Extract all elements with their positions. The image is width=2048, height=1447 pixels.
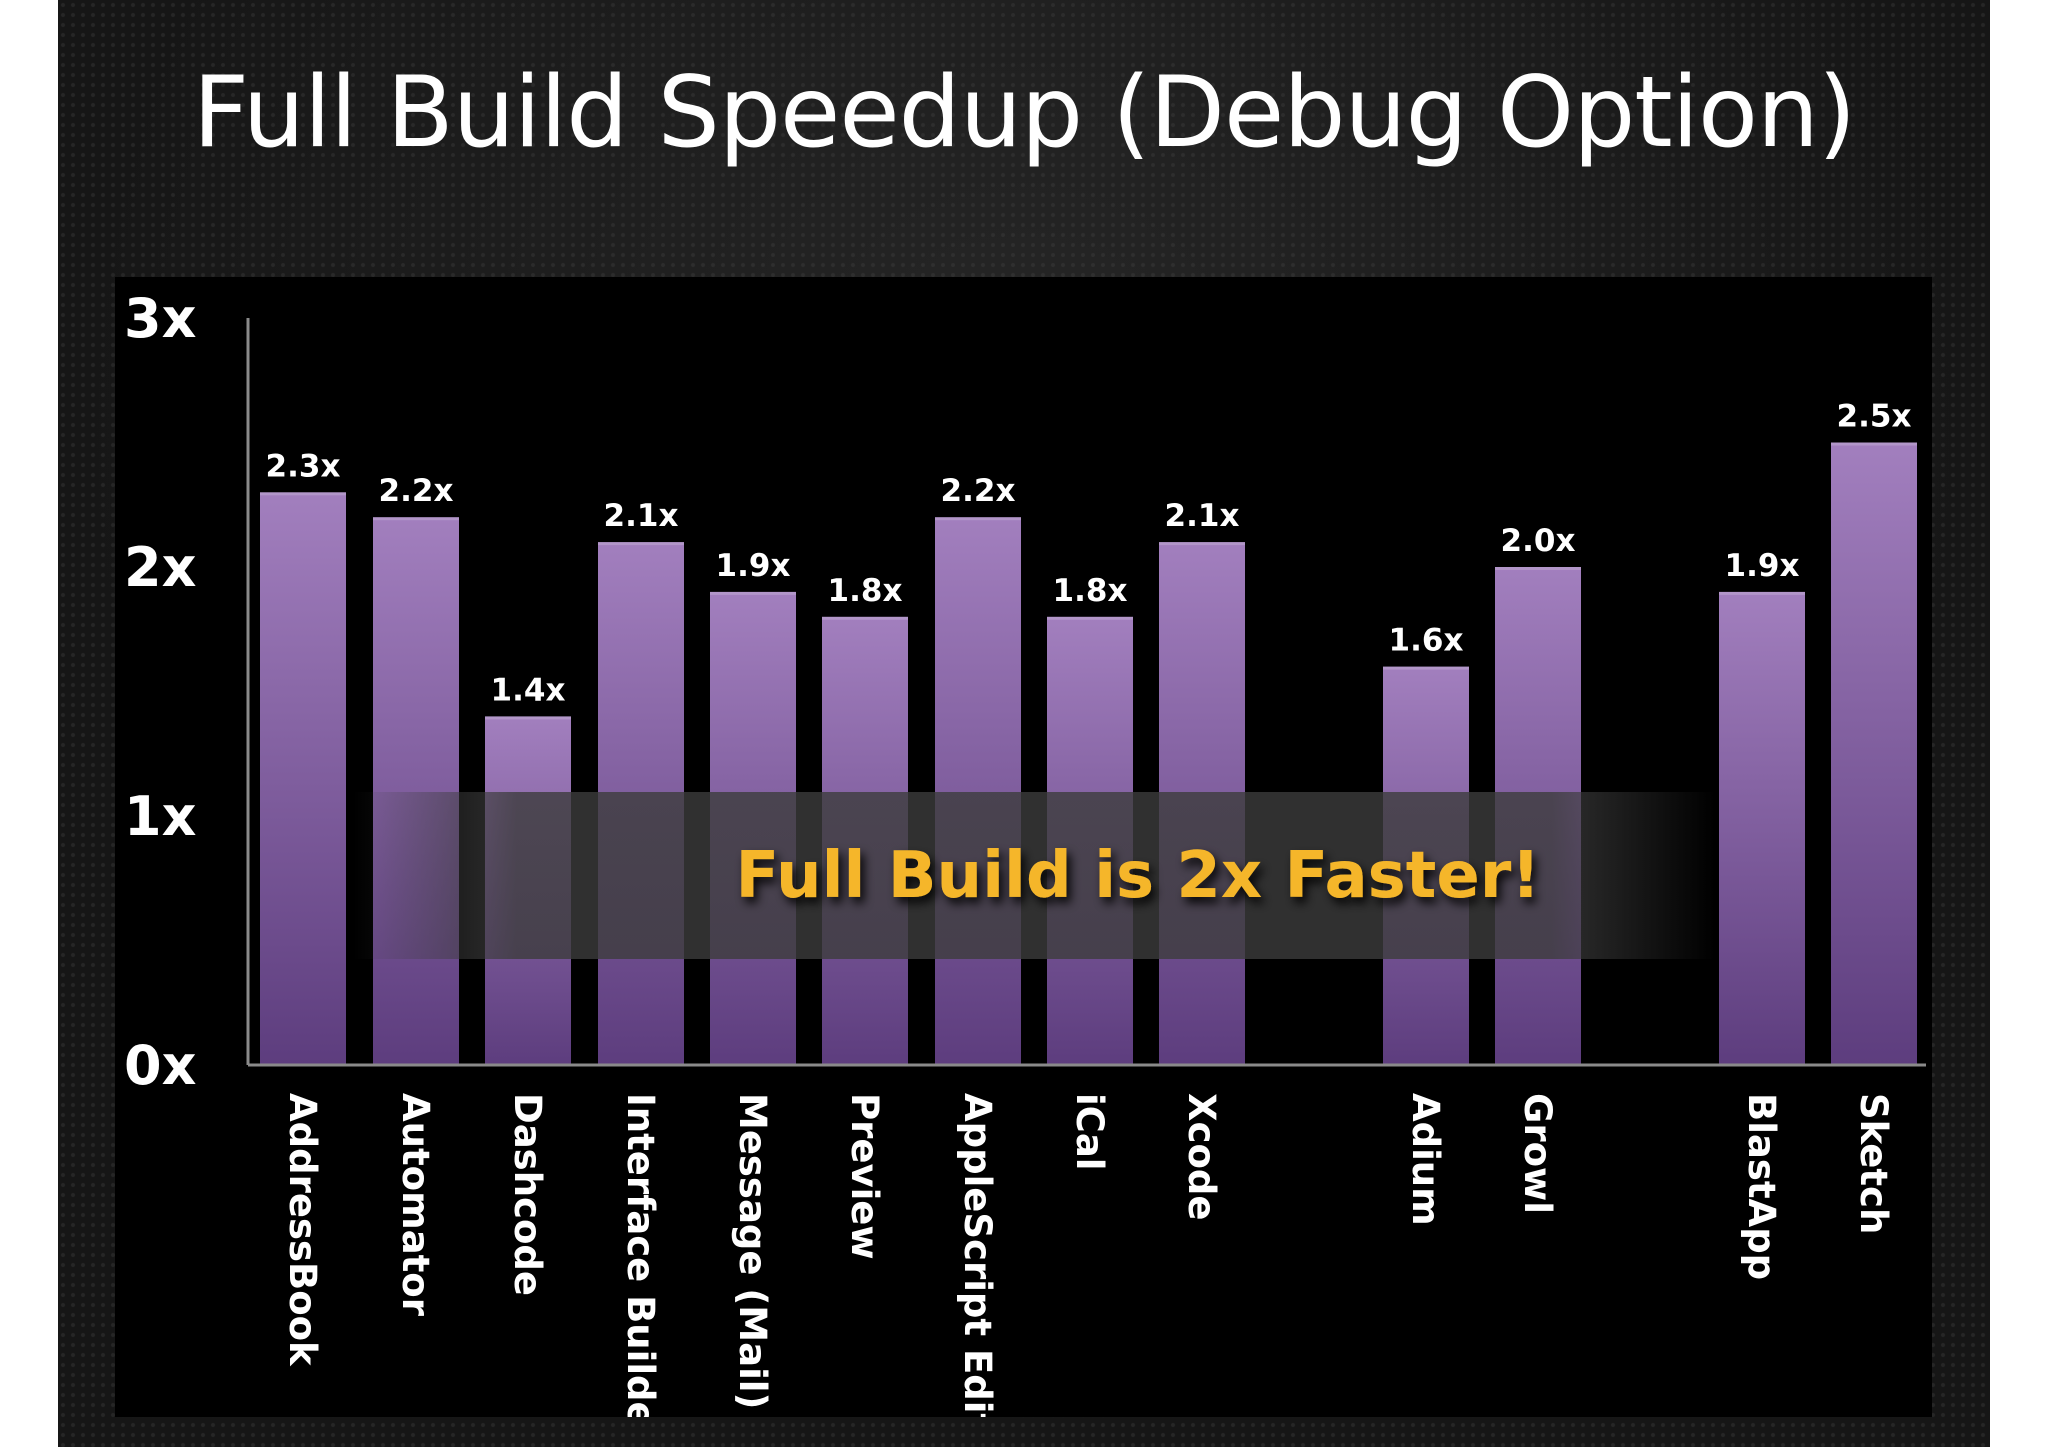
bar-highlight <box>1719 591 1805 595</box>
bar-value-label: 2.0x <box>1501 523 1576 559</box>
bar-value-label: 2.2x <box>379 473 454 509</box>
bar <box>260 492 346 1065</box>
y-tick-label: 3x <box>124 287 197 350</box>
bar-highlight <box>1495 567 1581 570</box>
bar-highlight <box>1159 542 1245 546</box>
bar-value-label: 1.9x <box>1725 548 1800 584</box>
bar <box>935 517 1021 1065</box>
bar-value-label: 2.5x <box>1837 399 1912 435</box>
bar-value-label: 1.4x <box>491 672 566 708</box>
bar <box>373 517 459 1065</box>
bar-highlight <box>373 517 459 521</box>
bar-highlight <box>598 542 684 546</box>
bar-highlight <box>935 517 1021 521</box>
bar-value-label: 2.3x <box>266 448 341 484</box>
bar-value-label: 1.8x <box>828 573 903 609</box>
y-tick-label: 1x <box>124 785 197 848</box>
bar-value-label: 2.1x <box>604 498 679 534</box>
category-label: Message (Mail) <box>731 1093 774 1409</box>
bars <box>260 442 1917 1065</box>
slide-title: Full Build Speedup (Debug Option) <box>192 56 1857 170</box>
category-label: Sketch <box>1852 1093 1895 1234</box>
category-label: Xcode <box>1180 1093 1223 1220</box>
category-label: AppleScript Edit <box>956 1093 999 1417</box>
bar-highlight <box>485 716 571 720</box>
chart-panel: 0x 1x 2x 3x 2.3x 2.2x 1.4x 2.1x 1.9x 1.8x 2.2x 1.8… <box>115 277 1932 1417</box>
y-tick-label: 0x <box>124 1034 197 1097</box>
category-label: Preview <box>843 1093 886 1260</box>
value-labels: 2.3x 2.2x 1.4x 2.1x 1.9x 1.8x 2.2x 1.8x 2.1x 1.6x… <box>266 399 1912 709</box>
bar-highlight <box>1047 616 1133 620</box>
callout-band <box>353 792 1715 959</box>
category-label: iCal <box>1068 1093 1111 1171</box>
category-label: Dashcode <box>506 1093 549 1296</box>
bar-value-label: 1.9x <box>716 548 791 584</box>
y-tick-label: 2x <box>124 536 197 599</box>
bar-highlight <box>1383 666 1469 670</box>
y-axis: 0x 1x 2x 3x <box>124 287 250 1097</box>
slide: Full Build Speedup (Debug Option) 0x 1x 2x… <box>58 0 1990 1447</box>
bar-value-label: 1.6x <box>1389 623 1464 659</box>
bar-highlight <box>710 591 796 595</box>
x-axis: AddressBook Automator Dashcode Interface Bu… <box>248 1063 1926 1417</box>
bar-highlight <box>1831 442 1917 446</box>
category-label: Automator <box>394 1093 437 1317</box>
bar <box>1831 442 1917 1065</box>
bar-chart: 0x 1x 2x 3x 2.3x 2.2x 1.4x 2.1x 1.9x 1.8x 2.2x 1.8… <box>124 287 1926 1417</box>
bar-value-label: 1.8x <box>1053 573 1128 609</box>
category-label: Growl <box>1516 1093 1559 1214</box>
callout: Full Build is 2x Faster! <box>353 792 1715 959</box>
category-label: Interface Builder <box>619 1093 662 1417</box>
bar-value-label: 2.1x <box>1165 498 1240 534</box>
category-label: BlastApp <box>1740 1093 1783 1280</box>
callout-text: Full Build is 2x Faster! <box>736 839 1541 913</box>
bar-value-label: 2.2x <box>941 473 1016 509</box>
bar <box>1719 591 1805 1065</box>
category-label: AddressBook <box>281 1093 324 1367</box>
bar-highlight <box>822 616 908 620</box>
bar-highlight <box>260 492 346 496</box>
category-label: Adium <box>1404 1093 1447 1226</box>
